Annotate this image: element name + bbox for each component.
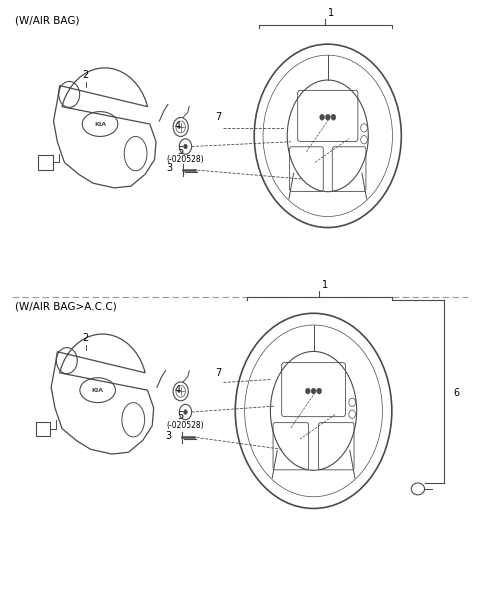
Circle shape — [183, 410, 187, 414]
Text: 4: 4 — [175, 385, 180, 395]
Text: (W/AIR BAG): (W/AIR BAG) — [14, 16, 79, 26]
Text: 3: 3 — [167, 164, 173, 173]
Circle shape — [311, 388, 316, 394]
Text: (-020528): (-020528) — [167, 421, 204, 430]
Text: 2: 2 — [83, 333, 89, 343]
Text: 3: 3 — [166, 430, 172, 441]
Text: 2: 2 — [83, 70, 89, 79]
Circle shape — [183, 144, 187, 149]
Text: KIA: KIA — [94, 122, 106, 127]
Text: (W/AIR BAG>A.C.C): (W/AIR BAG>A.C.C) — [14, 301, 116, 312]
Text: 7: 7 — [215, 368, 221, 378]
Text: 1: 1 — [322, 280, 328, 290]
Circle shape — [325, 114, 330, 120]
Text: 7: 7 — [215, 112, 221, 122]
Circle shape — [331, 114, 336, 120]
Text: KIA: KIA — [92, 387, 104, 393]
Text: (-020528): (-020528) — [167, 155, 204, 164]
Text: 5: 5 — [177, 411, 183, 421]
Text: 5: 5 — [177, 146, 183, 156]
Circle shape — [317, 388, 322, 394]
Text: 4: 4 — [175, 121, 180, 131]
Circle shape — [320, 114, 324, 120]
Circle shape — [305, 388, 310, 394]
Text: 6: 6 — [454, 388, 460, 398]
Text: 1: 1 — [328, 8, 334, 17]
